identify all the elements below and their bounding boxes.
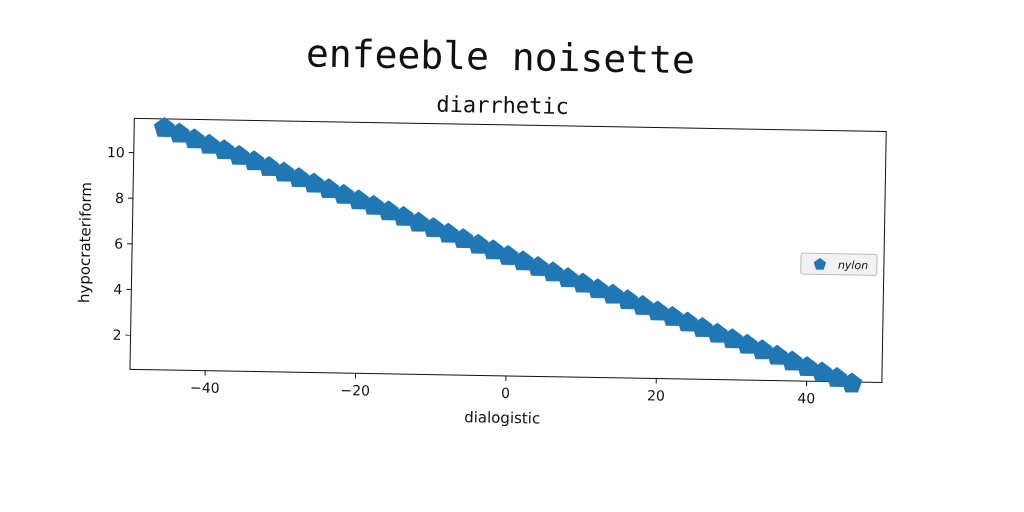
x-axis-ticks: −40 −20 0 20 40 — [190, 370, 815, 407]
y-tick-label: 8 — [115, 191, 124, 207]
chart-title: enfeeble noisette — [306, 31, 696, 82]
x-axis-label: dialogistic — [464, 408, 540, 427]
x-tick-label: −40 — [190, 380, 220, 397]
y-tick-label: 2 — [112, 328, 121, 344]
legend-label-nylon: nylon — [838, 259, 868, 273]
x-tick-label: 0 — [501, 386, 510, 402]
legend: nylon — [800, 252, 878, 276]
x-tick-label: −20 — [340, 383, 370, 400]
y-axis-label: hypocrateriform — [75, 182, 95, 303]
legend-marker-pentagon — [813, 257, 827, 270]
y-tick-label: 10 — [107, 145, 125, 161]
y-tick-label: 6 — [114, 237, 123, 253]
x-tick-label: 40 — [797, 391, 815, 407]
data-point-nylon — [841, 372, 863, 393]
chart-figure: enfeeble noisette diarrhetic −40 −20 0 20 40… — [75, 31, 887, 428]
chart-subtitle: diarrhetic — [436, 93, 569, 120]
y-axis-ticks: 2 4 6 8 10 — [107, 145, 134, 344]
series-nylon-points — [153, 117, 863, 393]
x-tick-label: 20 — [647, 388, 665, 404]
y-tick-label: 4 — [113, 282, 122, 298]
